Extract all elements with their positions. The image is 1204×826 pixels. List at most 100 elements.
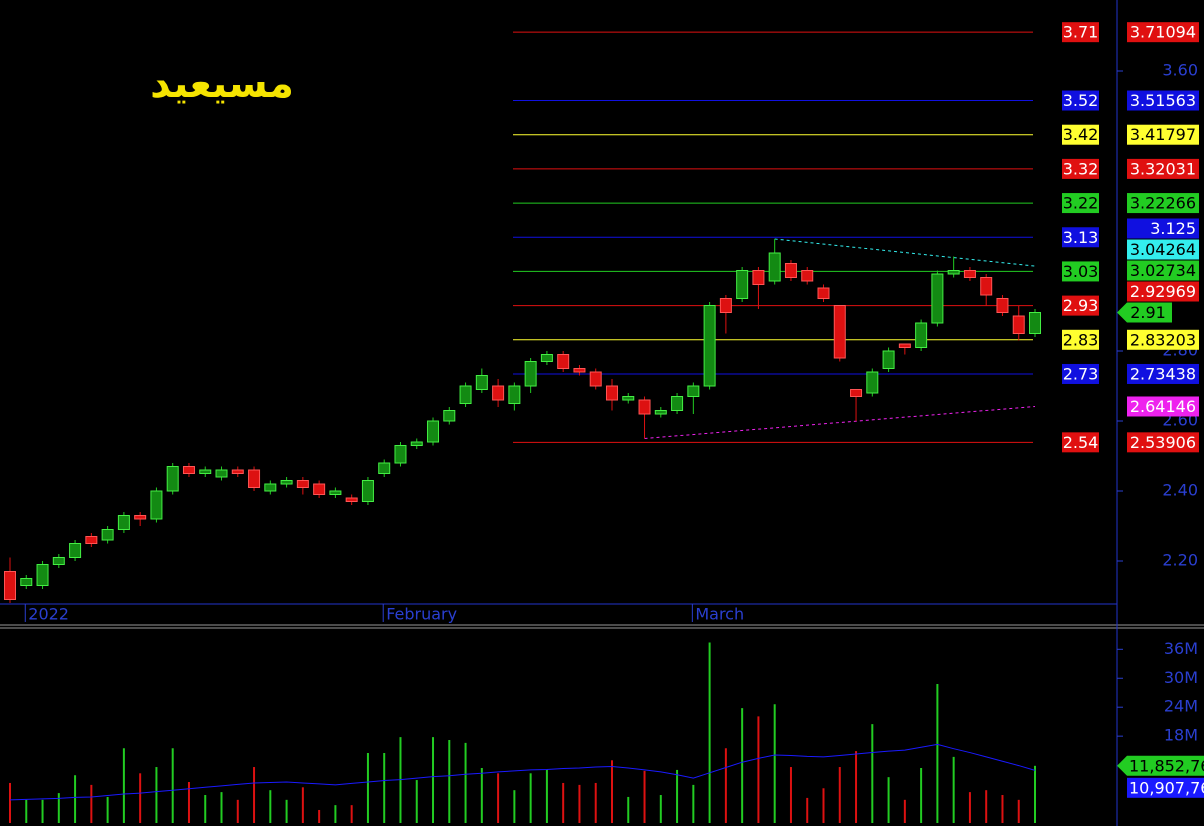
candle-body	[280, 480, 293, 485]
price-marker-label: 2.92969	[1130, 282, 1196, 301]
level-label-box	[1062, 295, 1099, 316]
candle-body	[508, 385, 521, 404]
price-marker-box	[1127, 239, 1199, 260]
candle-body	[850, 389, 863, 397]
level-label-box	[1062, 261, 1099, 282]
price-marker-box	[1127, 432, 1199, 453]
y-tick-label: 2.40	[1162, 481, 1198, 500]
level-label: 2.83	[1063, 330, 1099, 349]
x-tick-label: 2022	[28, 605, 69, 624]
candle-body	[361, 480, 374, 502]
price-marker-label: 3.71094	[1130, 23, 1196, 42]
candle-body	[882, 350, 895, 369]
candle-body	[980, 277, 993, 296]
level-label: 2.54	[1063, 433, 1099, 452]
volume-average-line	[9, 743, 1036, 801]
price-marker-label: 2.73438	[1130, 364, 1196, 383]
candle-body	[557, 354, 570, 369]
volume-marker	[1117, 755, 1204, 776]
candle-body	[85, 536, 98, 544]
price-marker-label: 3.125	[1150, 219, 1196, 238]
level-label: 3.13	[1063, 228, 1099, 247]
price-marker-box	[1127, 193, 1199, 214]
candle-body	[492, 385, 505, 401]
candle-body	[768, 252, 781, 282]
candle-body	[166, 466, 179, 492]
candle-body	[703, 305, 716, 387]
candle-body	[784, 263, 797, 278]
candle-body	[427, 420, 440, 443]
candle-body	[264, 483, 277, 492]
price-marker-box	[1127, 329, 1199, 350]
volume-marker-label: 11,852,76	[1129, 756, 1204, 775]
candle-body	[524, 361, 537, 387]
level-label: 3.52	[1063, 91, 1099, 110]
candle-body	[248, 469, 261, 488]
candle-body	[329, 490, 342, 495]
price-marker-label: 3.04264	[1130, 240, 1196, 259]
last-price-marker	[1117, 302, 1172, 323]
candle-body	[459, 385, 472, 404]
y-tick-label: 2.20	[1162, 551, 1198, 570]
candle-body	[719, 298, 732, 313]
candle-body	[150, 490, 163, 520]
candle-body	[410, 441, 423, 446]
candle-body	[898, 343, 911, 348]
candle-body	[573, 368, 586, 373]
price-marker-box	[1127, 158, 1199, 179]
last-price-label: 2.91	[1130, 303, 1166, 322]
volume-marker-label: 10,907,76	[1129, 778, 1204, 797]
price-marker-box	[1127, 363, 1199, 384]
level-label-box	[1062, 90, 1099, 111]
price-marker-box	[1127, 22, 1199, 43]
candle-body	[117, 515, 130, 530]
level-label-box	[1062, 193, 1099, 214]
price-marker-box	[1127, 218, 1199, 239]
price-marker-label: 3.41797	[1130, 125, 1196, 144]
chart-title: مسيعيد	[150, 61, 294, 107]
y-tick-label: 36M	[1164, 639, 1198, 658]
candle-body	[736, 270, 749, 299]
candle-body	[378, 462, 391, 474]
candle-body	[4, 571, 16, 600]
candle-body	[752, 270, 765, 285]
candle-body	[231, 469, 244, 474]
candle-body	[915, 322, 928, 348]
candle-body	[345, 497, 358, 502]
candle-body	[52, 557, 65, 565]
price-marker-box	[1127, 281, 1199, 302]
price-marker-label: 2.83203	[1130, 330, 1196, 349]
level-label: 3.03	[1063, 262, 1099, 281]
level-label-box	[1062, 329, 1099, 350]
candle-body	[622, 396, 635, 401]
y-tick-label: 30M	[1164, 668, 1198, 687]
volume-marker	[1127, 777, 1204, 798]
candle-body	[833, 305, 846, 359]
candle-body	[605, 385, 618, 401]
candle-body	[687, 385, 700, 397]
price-marker-label: 2.53906	[1130, 433, 1196, 452]
level-label: 3.42	[1063, 125, 1099, 144]
level-label-box	[1062, 158, 1099, 179]
candle-body	[540, 354, 553, 362]
candle-body	[931, 273, 944, 324]
candle-body	[638, 399, 651, 415]
candle-body	[1029, 312, 1042, 334]
level-label-box	[1062, 22, 1099, 43]
candle-body	[394, 445, 407, 464]
candle-body	[817, 287, 830, 299]
candle-body	[215, 469, 228, 478]
candle-body	[866, 371, 879, 394]
y-tick-label: 24M	[1164, 697, 1198, 716]
level-label: 3.32	[1063, 159, 1099, 178]
candle-body	[654, 410, 667, 415]
price-marker-box	[1127, 124, 1199, 145]
candle-body	[313, 483, 326, 495]
price-marker-label: 3.32031	[1130, 159, 1196, 178]
price-marker-label: 3.22266	[1130, 194, 1196, 213]
x-tick-label: March	[695, 605, 744, 624]
candle-body	[182, 466, 195, 474]
